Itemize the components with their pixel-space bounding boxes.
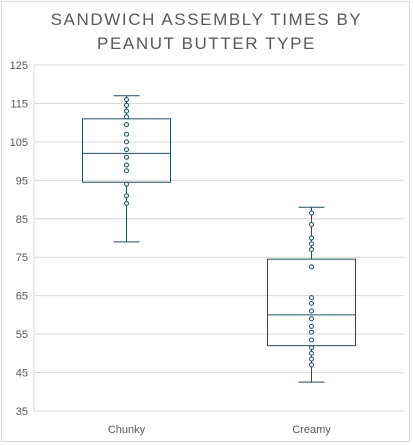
y-tick-label-95: 95 — [16, 175, 28, 187]
chunky-data-point-3 — [124, 168, 129, 174]
y-tick-label-125: 125 — [10, 60, 28, 72]
creamy-data-point-4 — [309, 337, 314, 343]
chunky-data-point-5 — [124, 154, 129, 160]
chunky-data-point-9 — [124, 122, 129, 128]
chunky-data-point-4 — [124, 162, 129, 168]
y-tick-label-65: 65 — [16, 291, 28, 303]
y-tick-label-55: 55 — [16, 329, 28, 341]
creamy-data-point-9 — [309, 300, 314, 306]
chunky-data-point-11 — [124, 108, 129, 114]
chunky-data-point-1 — [124, 193, 129, 199]
y-tick-label-75: 75 — [16, 252, 28, 264]
creamy-data-point-13 — [309, 241, 314, 247]
creamy-data-point-0 — [309, 362, 314, 368]
creamy-data-point-15 — [309, 222, 314, 228]
chunky-data-point-6 — [124, 147, 129, 153]
creamy-data-point-2 — [309, 350, 314, 356]
creamy-data-point-11 — [309, 264, 314, 270]
chunky-data-point-0 — [124, 200, 129, 206]
chunky-data-point-2 — [124, 181, 129, 187]
creamy-data-point-14 — [309, 235, 314, 241]
y-tick-label-85: 85 — [16, 214, 28, 226]
creamy-data-point-6 — [309, 323, 314, 329]
y-tick-label-115: 115 — [10, 98, 28, 110]
x-category-label-chunky: Chunky — [108, 424, 146, 436]
creamy-data-point-3 — [309, 345, 314, 351]
chart-title-line-2: PEANUT BUTTER TYPE — [97, 34, 316, 53]
chunky-data-point-12 — [124, 102, 129, 108]
creamy-data-point-8 — [309, 308, 314, 314]
creamy-data-point-7 — [309, 316, 314, 322]
chart-title-line-1: SANDWICH ASSEMBLY TIMES BY — [50, 10, 363, 29]
x-category-label-creamy: Creamy — [292, 424, 331, 436]
creamy-data-point-1 — [309, 356, 314, 362]
chunky-data-point-8 — [124, 131, 129, 137]
creamy-data-point-16 — [309, 210, 314, 216]
y-tick-label-105: 105 — [10, 137, 28, 149]
y-tick-label-45: 45 — [16, 368, 28, 380]
y-tick-label-35: 35 — [16, 406, 28, 418]
chunky-data-point-10 — [124, 114, 129, 120]
creamy-data-point-10 — [309, 295, 314, 301]
creamy-data-point-12 — [309, 247, 314, 253]
chart-title: SANDWICH ASSEMBLY TIMES BY PEANUT BUTTER… — [0, 8, 413, 56]
chunky-data-point-7 — [124, 139, 129, 145]
creamy-data-point-5 — [309, 329, 314, 335]
chunky-data-point-13 — [124, 97, 129, 103]
